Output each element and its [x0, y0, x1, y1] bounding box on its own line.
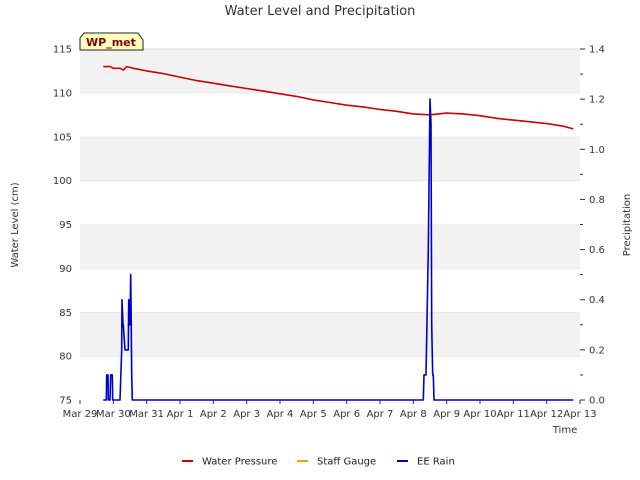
right-tick-label: 0.6	[589, 245, 605, 256]
right-tick-label: 1.0	[589, 145, 605, 156]
legend-label: EE Rain	[417, 457, 455, 468]
grid-band	[80, 49, 580, 93]
left-tick-label: 95	[59, 220, 72, 231]
left-axis: 75 80 85 90 95 100 105 110 115	[53, 45, 72, 407]
right-tick-label: 0.8	[589, 195, 605, 206]
x-tick-label: Apr 12	[530, 409, 563, 420]
left-tick-label: 80	[59, 352, 72, 363]
x-tick-label: Mar 29	[63, 409, 98, 420]
grid-band	[80, 268, 580, 313]
grid-band	[80, 312, 580, 357]
station-badge: WP_met	[79, 32, 144, 51]
left-tick-label: 75	[59, 396, 72, 407]
left-tick-label: 100	[53, 176, 72, 187]
series-layer	[103, 65, 574, 401]
x-tick-label: Apr 10	[463, 409, 496, 420]
right-tick-label: 0.2	[589, 345, 605, 356]
right-tick-label: 0.0	[589, 396, 605, 407]
right-axis: 0.0 0.2 0.4 0.6 0.8 1.0 1.2 1.4	[580, 45, 605, 407]
x-tick-label: Apr 8	[400, 409, 427, 420]
right-tick-label: 0.4	[589, 295, 605, 306]
badge-label: WP_met	[86, 36, 136, 49]
legend-label: Staff Gauge	[317, 457, 376, 468]
x-tick-label: Apr 13	[563, 409, 596, 420]
left-axis-title: Water Level (cm)	[10, 182, 21, 267]
right-tick-label: 1.4	[589, 45, 605, 56]
x-tick-label: Apr 6	[333, 409, 360, 420]
chart-title: Water Level and Precipitation	[225, 4, 416, 19]
grid-band	[80, 180, 580, 225]
left-tick-label: 85	[59, 308, 72, 319]
x-tick-label: Apr 2	[200, 409, 227, 420]
x-tick-label: Apr 11	[497, 409, 530, 420]
x-tick-label: Mar 30	[96, 409, 131, 420]
x-tick-label: Mar 31	[129, 409, 164, 420]
x-tick-label: Apr 1	[167, 409, 194, 420]
x-axis-title: Time	[552, 425, 577, 436]
legend: Water Pressure Staff Gauge EE Rain	[182, 457, 455, 468]
grid-band	[80, 92, 580, 137]
x-tick-label: Apr 4	[267, 409, 294, 420]
series-line-water-pressure	[103, 65, 574, 130]
left-tick-label: 110	[53, 88, 72, 99]
grid-band	[80, 224, 580, 269]
left-tick-label: 115	[53, 45, 72, 56]
left-tick-label: 90	[59, 264, 72, 275]
x-tick-label: Apr 7	[367, 409, 394, 420]
right-axis-title: Precipitation	[622, 194, 633, 257]
grid-bands	[80, 48, 580, 400]
legend-label: Water Pressure	[202, 457, 277, 468]
grid-band	[80, 356, 580, 400]
series-line-ee-rain	[103, 98, 574, 401]
left-tick-label: 105	[53, 132, 72, 143]
right-tick-label: 1.2	[589, 95, 605, 106]
x-tick-label: Apr 5	[300, 409, 327, 420]
grid-band	[80, 136, 580, 181]
x-tick-label: Apr 9	[433, 409, 460, 420]
x-tick-label: Apr 3	[233, 409, 260, 420]
